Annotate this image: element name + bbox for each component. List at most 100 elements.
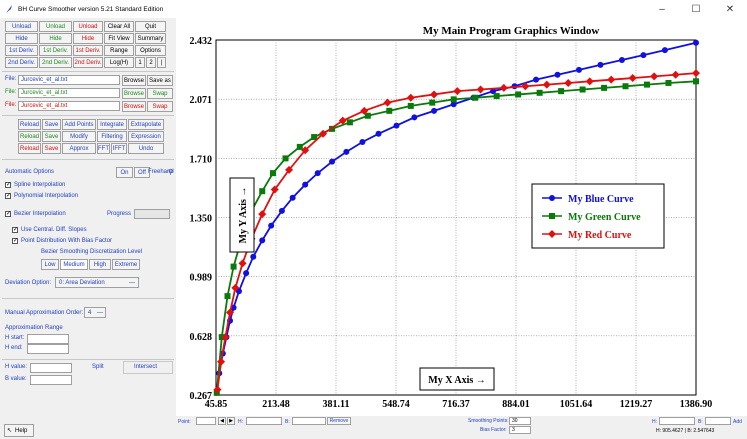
level-extreme-button[interactable]: Extreme: [112, 259, 140, 270]
smoothing-points-input[interactable]: 30: [509, 417, 531, 425]
h-end-input[interactable]: [27, 344, 69, 354]
save-green-button[interactable]: Save: [42, 131, 61, 142]
polynomial-checkbox[interactable]: ✓: [5, 193, 12, 199]
next-point-button[interactable]: ▶: [227, 417, 235, 425]
extrapolate-button[interactable]: Extrapolate: [128, 119, 164, 130]
fit-view-button[interactable]: Fit View: [104, 33, 134, 44]
h2-input[interactable]: [659, 417, 695, 425]
filtering-button[interactable]: Filtering: [97, 131, 127, 142]
undo-button[interactable]: Undo: [128, 143, 164, 154]
first-deriv-green-button[interactable]: 1st Deriv.: [39, 45, 72, 56]
level-low-button[interactable]: Low: [41, 259, 59, 270]
browse-red-button[interactable]: Browse: [122, 101, 146, 112]
my-blue-curve-point: [343, 148, 350, 155]
view-2-button[interactable]: 2: [146, 57, 156, 68]
remove-button[interactable]: Remove: [327, 417, 351, 425]
chart-title: My Main Program Graphics Window: [423, 25, 600, 37]
green-file-field[interactable]: Jurcevic_et_al.txt: [18, 88, 120, 98]
unload-red-button[interactable]: Unload: [73, 21, 103, 32]
prev-point-button[interactable]: ◀: [218, 417, 226, 425]
level-high-button[interactable]: High: [89, 259, 111, 270]
first-deriv-red-button[interactable]: 1st Deriv.: [73, 45, 103, 56]
bezier-checkbox[interactable]: ✓: [5, 211, 12, 217]
save-blue-button[interactable]: Save: [42, 119, 61, 130]
integrate-button[interactable]: Integrate: [97, 119, 127, 130]
intersect-label[interactable]: Intersect: [134, 364, 158, 370]
my-red-curve-point: [217, 357, 226, 366]
modify-button[interactable]: Modify: [62, 131, 96, 142]
ifft-button[interactable]: IFFT: [111, 143, 127, 154]
point-input[interactable]: [196, 417, 216, 425]
h-value-input[interactable]: [30, 363, 72, 373]
hide-red-button[interactable]: Hide: [73, 33, 103, 44]
help-label: Help: [15, 427, 28, 434]
my-red-curve-point: [238, 259, 247, 268]
spline-checkbox[interactable]: ✓: [5, 182, 12, 188]
expression-button[interactable]: Expression: [128, 131, 164, 142]
y-axis-title-group: My Y Axis →: [229, 177, 255, 253]
graphics-window[interactable]: My Main Program Graphics Window 45.85 213…: [176, 18, 747, 416]
view-1-button[interactable]: 1: [135, 57, 145, 68]
options-button[interactable]: Options: [135, 45, 166, 56]
quit-button[interactable]: Quit: [135, 21, 166, 32]
second-deriv-blue-button[interactable]: 2nd Deriv.: [5, 57, 38, 68]
h-start-input[interactable]: [27, 334, 69, 344]
unload-blue-button[interactable]: Unload: [5, 21, 38, 32]
hide-green-button[interactable]: Hide: [39, 33, 72, 44]
central-diff-checkbox[interactable]: ✓: [12, 227, 19, 233]
close-button[interactable]: ✕: [725, 3, 735, 15]
split-label[interactable]: Split: [92, 364, 104, 370]
clear-all-button[interactable]: Clear All: [104, 21, 134, 32]
bh-curve-chart[interactable]: My Main Program Graphics Window 45.85 213…: [176, 18, 747, 416]
dropdown-arrow-icon: —: [129, 279, 135, 286]
summary-button[interactable]: Summary: [135, 33, 166, 44]
browse-green-button[interactable]: Browse: [122, 88, 146, 99]
range-button[interactable]: Range: [104, 45, 134, 56]
save-as-button[interactable]: Save as: [147, 75, 173, 86]
deviation-option-select[interactable]: 0: Area Deviation —: [55, 277, 139, 288]
log-h-button[interactable]: Log(H): [104, 57, 134, 68]
manual-order-select[interactable]: 4 —: [84, 307, 106, 318]
reload-blue-button[interactable]: Reload: [18, 119, 41, 130]
point-distribution-checkbox[interactable]: ✓: [12, 238, 19, 244]
h-input[interactable]: [246, 417, 282, 425]
pin-icon[interactable]: ⚲: [168, 169, 174, 176]
off-button[interactable]: Off: [134, 167, 150, 178]
my-green-curve-point: [622, 83, 629, 90]
b2-input[interactable]: [705, 417, 731, 425]
red-file-field[interactable]: Jurcevic_et_al.txt: [18, 101, 120, 111]
blue-file-field[interactable]: Jurcevic_et_al.txt: [18, 75, 120, 85]
unload-green-button[interactable]: Unload: [39, 21, 72, 32]
add-points-button[interactable]: Add Points: [62, 119, 96, 130]
approx-button[interactable]: Approx: [62, 143, 96, 154]
level-medium-button[interactable]: Medium: [60, 259, 88, 270]
swap-red-button[interactable]: Swap: [147, 101, 173, 112]
browse-blue-button[interactable]: Browse: [122, 75, 146, 86]
view-bar-button[interactable]: |: [157, 57, 166, 68]
divider: [2, 298, 174, 299]
reload-red-button[interactable]: Reload: [18, 143, 41, 154]
first-deriv-blue-button[interactable]: 1st Deriv.: [5, 45, 38, 56]
second-deriv-green-button[interactable]: 2nd Deriv.: [39, 57, 72, 68]
y-tick-label: 0.989: [190, 273, 213, 284]
add-label[interactable]: Add: [733, 419, 742, 425]
my-red-curve-point: [383, 98, 392, 107]
my-green-curve-point: [259, 188, 266, 195]
h-label: H:: [238, 419, 243, 425]
y-axis-title: My Y Axis →: [238, 187, 249, 244]
my-green-curve-point: [346, 119, 353, 126]
b-value-input[interactable]: [30, 375, 72, 385]
swap-green-button[interactable]: Swap: [147, 88, 173, 99]
minimize-button[interactable]: –: [659, 3, 665, 15]
save-red-button[interactable]: Save: [42, 143, 61, 154]
maximize-button[interactable]: ☐: [691, 3, 701, 15]
on-button[interactable]: On: [116, 167, 133, 178]
second-deriv-red-button[interactable]: 2nd Deriv.: [73, 57, 103, 68]
hide-blue-button[interactable]: Hide: [5, 33, 38, 44]
help-button[interactable]: ↖ Help: [4, 424, 34, 437]
bias-factor-input[interactable]: 3: [509, 426, 531, 434]
reload-green-button[interactable]: Reload: [18, 131, 41, 142]
b-input[interactable]: [292, 417, 326, 425]
feather-app-icon: [6, 5, 12, 13]
fft-button[interactable]: FFT: [97, 143, 110, 154]
